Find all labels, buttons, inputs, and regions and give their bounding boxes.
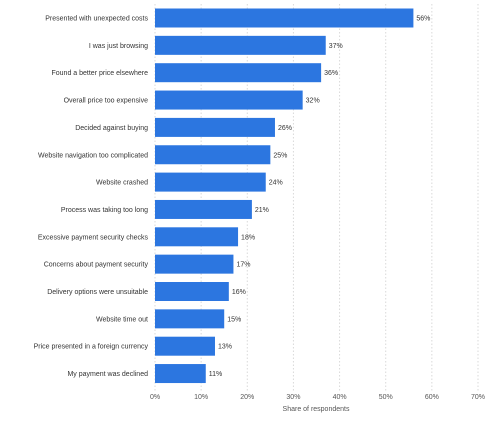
category-label: I was just browsing [89,43,148,50]
data-label: 36% [324,70,338,77]
data-label: 26% [278,125,292,132]
data-label: 25% [273,152,287,159]
bar [155,227,239,247]
data-label: 21% [255,207,269,214]
grid-lines [154,4,479,392]
category-label: Concerns about payment security [44,262,149,269]
bar [155,63,322,83]
data-label: 16% [232,289,246,296]
bar [155,172,266,192]
category-labels: Presented with unexpected costs I was jus… [34,16,149,379]
bar [155,145,271,165]
x-tick-label: 50% [379,394,393,401]
category-label: Website time out [96,316,148,323]
data-label: 13% [218,344,232,351]
category-label: Process was taking too long [61,207,148,214]
value-labels: 56% 37% 36% 32% 26% 25% 24% 21% 18% 17% 16% 15% 13% 1… [209,16,431,379]
category-label: Excessive payment security checks [38,234,149,241]
category-label: Delivery options were unsuitable [47,289,148,296]
x-tick-label: 30% [286,394,300,401]
bar [155,8,414,28]
bar [155,90,303,110]
data-label: 32% [306,98,320,105]
bar [155,199,252,219]
category-label: Found a better price elsewhere [52,70,149,77]
x-tick-label: 70% [471,394,485,401]
x-axis-title: Share of respondents [283,406,350,413]
bar [155,35,326,55]
data-label: 37% [329,43,343,50]
x-axis-ticks: 0% 10% 20% 30% 40% 50% 60% 70% [150,394,485,401]
category-label: Decided against buying [75,125,148,132]
data-label: 18% [241,234,255,241]
category-label: Overall price too expensive [64,98,149,105]
bar [155,364,206,384]
data-label: 24% [269,180,283,187]
data-label: 15% [227,316,241,323]
category-label: Website crashed [96,180,148,187]
x-tick-label: 0% [150,394,160,401]
category-label: My payment was declined [67,371,148,378]
bar [155,282,229,301]
bar [155,254,234,274]
data-label: 17% [236,262,250,269]
data-label: 56% [416,16,430,23]
data-label: 11% [209,371,223,378]
bars [155,8,414,384]
category-label: Presented with unexpected costs [45,16,148,23]
bar [155,336,215,356]
x-tick-label: 60% [425,394,439,401]
bar [155,309,225,329]
x-tick-label: 20% [240,394,254,401]
x-tick-label: 40% [333,394,347,401]
x-tick-label: 10% [194,394,208,401]
category-label: Website navigation too complicated [38,152,148,159]
bar [155,117,275,137]
category-label: Price presented in a foreign currency [34,344,149,351]
